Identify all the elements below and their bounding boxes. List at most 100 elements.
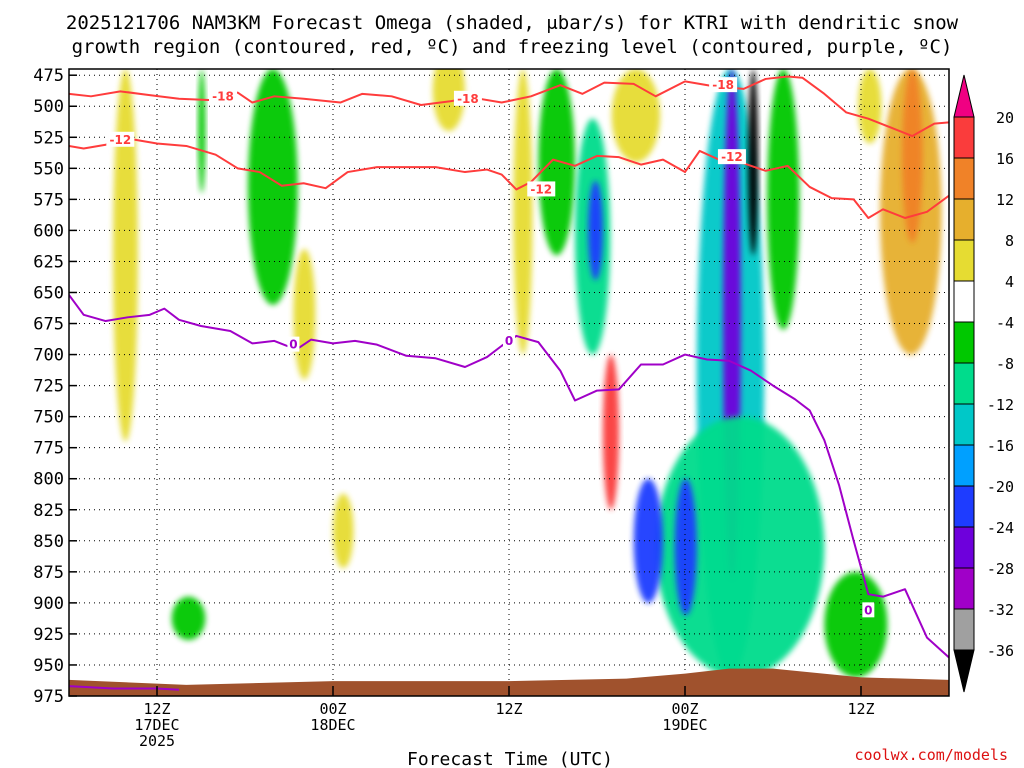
colorbar-bottom-arrow — [953, 649, 975, 693]
colorbar-label-10: -24 — [987, 519, 1014, 537]
omega-region-15 — [767, 69, 800, 330]
colorbar-label-7: -12 — [987, 396, 1014, 414]
colorbar-label-13: -36 — [987, 642, 1014, 660]
y-tick-label-725: 725 — [33, 377, 64, 397]
terrain-area — [69, 668, 949, 696]
y-tick-label-800: 800 — [33, 470, 64, 490]
contour-label-bg-6 — [287, 336, 300, 352]
colorbar-label-1: 16 — [996, 150, 1014, 168]
contour-label-8: 0 — [864, 603, 872, 617]
colorbar-bin-0 — [953, 116, 975, 159]
colorbar-bin-6 — [953, 362, 975, 405]
omega-region-9 — [588, 180, 603, 281]
colorbar-bin-11 — [953, 567, 975, 610]
omega-region-21 — [633, 478, 663, 603]
y-tick-label-550: 550 — [33, 159, 64, 179]
omega-region-23 — [171, 596, 206, 641]
omega-region-10 — [602, 354, 620, 510]
omega-region-0 — [113, 69, 138, 442]
contour-0-2 — [69, 294, 949, 659]
omega-region-7 — [538, 69, 575, 256]
colorbar-label-8: -16 — [987, 437, 1014, 455]
omega-region-22 — [824, 571, 888, 678]
contour-labels: -18 -18 -18 -12 -12 -12 0 0 0 — [106, 77, 875, 618]
contour-label-4: -12 — [530, 182, 552, 196]
colorbar-label-0: 20 — [996, 109, 1014, 127]
colorbar-bin-8 — [953, 444, 975, 487]
omega-region-18 — [902, 69, 923, 243]
contour-0-3 — [69, 685, 180, 691]
x-tick-label-48-0: 00Z — [671, 700, 698, 718]
y-tick-label-875: 875 — [33, 563, 64, 583]
x-tick-label-12-1: 17DEC — [134, 716, 179, 734]
omega-region-20 — [674, 478, 697, 616]
colorbar-label-3: 8 — [1005, 232, 1014, 250]
contour-label-bg-1 — [453, 90, 482, 106]
colorbar-label-11: -28 — [987, 560, 1014, 578]
y-tick-label-850: 850 — [33, 532, 64, 552]
y-tick-label-575: 575 — [33, 190, 64, 210]
y-tick-label-500: 500 — [33, 97, 64, 117]
contour-label-bg-3 — [106, 131, 135, 147]
credit-text: coolwx.com/models — [854, 746, 1008, 764]
chart-title-line2: growth region (contoured, red, ºC) and f… — [72, 36, 953, 58]
contour-label-bg-0 — [209, 88, 237, 104]
plot-area: -18 -18 -18 -12 -12 -12 0 0 0 — [68, 68, 950, 697]
y-tick-label-650: 650 — [33, 283, 64, 303]
y-tick-label-700: 700 — [33, 346, 64, 366]
colorbar-bin-7 — [953, 403, 975, 446]
y-tick-label-975: 975 — [33, 687, 64, 707]
contour-label-3: -12 — [109, 133, 131, 147]
contour-label-bg-7 — [503, 332, 515, 348]
omega-region-19 — [655, 416, 825, 678]
x-tick-label-60-0: 12Z — [847, 700, 874, 718]
y-tick-label-925: 925 — [33, 625, 64, 645]
contour-label-bg-5 — [717, 149, 746, 165]
colorbar-bin-4 — [953, 280, 975, 323]
y-tick-label-600: 600 — [33, 221, 64, 241]
colorbar-top-arrow — [953, 74, 975, 118]
colorbar-label-4: 4 — [1005, 273, 1014, 291]
y-tick-label-475: 475 — [33, 66, 64, 86]
contour-label-bg-4 — [527, 181, 556, 197]
colorbar: 20 16 12 8 4 -4 -8 -12 -16 -20 -24 -28 -32 -36 — [953, 74, 1014, 693]
y-tick-label-675: 675 — [33, 315, 64, 335]
colorbar-label-6: -8 — [996, 355, 1014, 373]
colorbar-bin-9 — [953, 485, 975, 528]
x-tick-label-24-1: 18DEC — [310, 716, 355, 734]
colorbar-bin-3 — [953, 239, 975, 282]
omega-region-3 — [293, 249, 316, 380]
colorbar-bin-12 — [953, 608, 975, 651]
omega-region-1 — [198, 69, 206, 194]
y-tick-label-750: 750 — [33, 408, 64, 428]
y-tick-label-900: 900 — [33, 594, 64, 614]
x-axis-title: Forecast Time (UTC) — [407, 749, 613, 768]
contour-label-7: 0 — [505, 334, 513, 348]
y-tick-label-950: 950 — [33, 656, 64, 676]
omega-region-6 — [513, 69, 533, 355]
y-tick-label-625: 625 — [33, 252, 64, 272]
contour-label-6: 0 — [289, 338, 297, 352]
colorbar-label-9: -20 — [987, 478, 1014, 496]
contour-label-1: -18 — [457, 92, 479, 106]
y-axis: 475 500 525 550 575 600 625 650 675 700 725 750 775 8… — [33, 66, 77, 707]
grid-lines — [69, 69, 949, 696]
chart-title-line1: 2025121706 NAM3KM Forecast Omega (shaded… — [66, 12, 959, 34]
x-tick-label-12-0: 12Z — [143, 700, 170, 718]
contour-label-bg-2 — [709, 77, 738, 93]
x-tick-label-12-2: 2025 — [139, 732, 175, 750]
colorbar-bin-1 — [953, 157, 975, 200]
terrain-fill — [69, 668, 949, 696]
omega-region-2 — [247, 69, 298, 305]
colorbar-label-12: -32 — [987, 601, 1014, 619]
y-tick-label-525: 525 — [33, 128, 64, 148]
omega-region-4 — [333, 493, 354, 569]
x-tick-label-48-1: 19DEC — [662, 716, 707, 734]
colorbar-label-5: -4 — [996, 314, 1014, 332]
colorbar-bin-2 — [953, 198, 975, 241]
contour-label-2: -18 — [712, 78, 734, 92]
x-tick-label-24-0: 00Z — [319, 700, 346, 718]
y-tick-label-825: 825 — [33, 501, 64, 521]
